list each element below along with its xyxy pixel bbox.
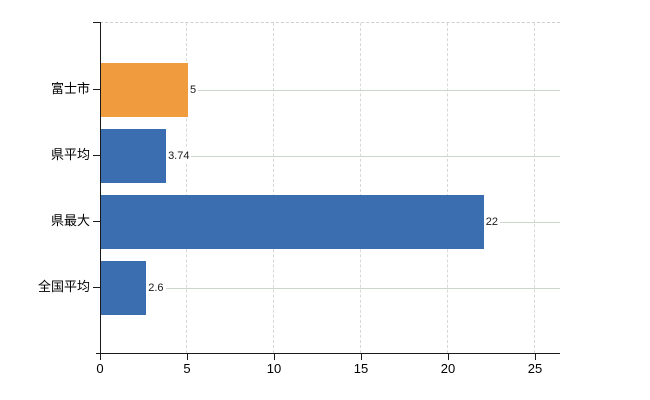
gridline-vertical	[447, 23, 449, 353]
gridline-horizontal	[100, 90, 560, 91]
y-axis-tick	[93, 287, 100, 288]
y-axis-tick	[93, 22, 100, 23]
x-axis-tick	[535, 354, 536, 360]
plot-area: 5 3.74 22 2.6	[100, 22, 560, 353]
category-label: 県最大	[50, 213, 90, 228]
x-axis	[96, 353, 560, 354]
y-axis-tick	[93, 221, 100, 222]
x-tick-label: 10	[266, 361, 282, 376]
bar	[101, 129, 167, 183]
x-tick-label: 25	[527, 361, 543, 376]
x-tick-label: 15	[353, 361, 369, 376]
x-axis-tick	[361, 354, 362, 360]
bar	[101, 195, 484, 249]
bar	[101, 261, 147, 315]
category-label: 県平均	[50, 147, 90, 162]
category-label: 富士市	[50, 81, 90, 96]
y-axis-tick	[93, 89, 100, 90]
y-axis-tick	[93, 155, 100, 156]
gridline-vertical	[186, 23, 188, 353]
gridline-vertical	[273, 23, 275, 353]
y-axis	[100, 22, 101, 354]
x-axis-tick	[274, 354, 275, 360]
bar-value-label: 5	[188, 83, 199, 97]
bar-value-label: 22	[483, 215, 501, 229]
x-axis-tick	[448, 354, 449, 360]
gridline-horizontal	[100, 288, 560, 289]
bar-value-label: 3.74	[166, 149, 192, 163]
x-tick-label: 0	[96, 361, 104, 376]
x-axis-tick	[187, 354, 188, 360]
x-tick-label: 5	[183, 361, 191, 376]
gridline-vertical	[360, 23, 362, 353]
x-tick-label: 20	[440, 361, 456, 376]
bar	[101, 63, 188, 117]
gridline-horizontal	[100, 156, 560, 157]
bar-value-label: 2.6	[146, 281, 166, 295]
x-axis-tick	[100, 354, 101, 360]
gridline-vertical	[534, 23, 536, 353]
category-label: 全国平均	[37, 279, 90, 294]
